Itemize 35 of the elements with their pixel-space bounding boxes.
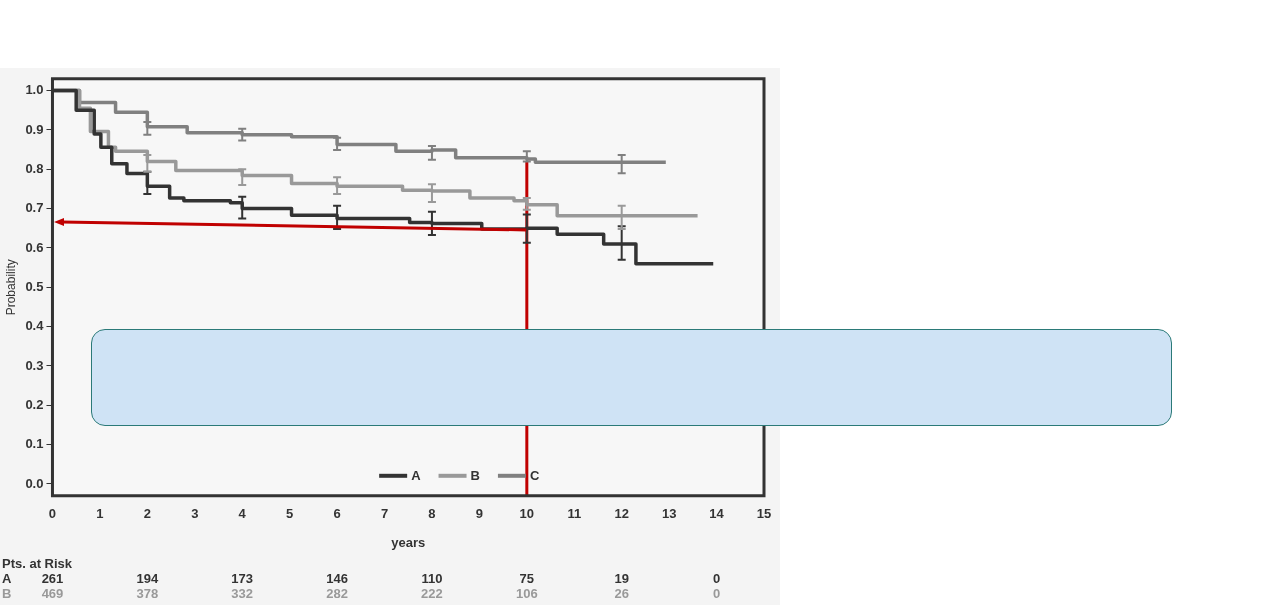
x-axis-title: years — [391, 534, 426, 550]
x-tick-label: 15 — [756, 506, 772, 522]
x-tick-label: 14 — [709, 506, 725, 522]
x-tick-label: 2 — [143, 506, 151, 522]
text: B 469 378 332 282 222 106 26 0 — [2, 585, 721, 601]
x-tick-label: 7 — [380, 506, 389, 522]
text: A 261 194 173 146 110 75 19 0 — [2, 570, 721, 586]
y-tick-label: 0.2 — [25, 396, 44, 412]
y-tick-label: 0.7 — [25, 200, 44, 216]
x-tick-label: 5 — [286, 506, 294, 522]
text: Pts. at Risk — [2, 555, 73, 571]
y-tick-label: 0.9 — [25, 121, 44, 137]
x-tick-label: 9 — [475, 506, 484, 522]
x-tick-label: 13 — [661, 506, 677, 522]
legend-label: A — [411, 468, 422, 484]
x-tick-label: 10 — [519, 506, 535, 522]
y-tick-label: 0.0 — [25, 475, 44, 491]
x-tick-label: 3 — [191, 506, 199, 522]
y-axis-title: Probability — [3, 259, 18, 316]
y-tick-label: 0.4 — [25, 318, 45, 334]
x-tick-label: 4 — [238, 506, 247, 522]
legend-label: B — [470, 468, 480, 484]
x-tick-label: 0 — [48, 506, 57, 522]
x-tick-label: 11 — [567, 506, 582, 522]
legend-label: C — [529, 468, 540, 484]
y-tick-label: 0.8 — [25, 160, 44, 176]
x-tick-label: 6 — [333, 506, 341, 522]
x-tick-label: 8 — [428, 506, 436, 522]
y-tick-label: 1.0 — [25, 82, 44, 98]
y-tick-label: 0.3 — [25, 357, 44, 373]
x-tick-label: 12 — [614, 506, 629, 522]
y-tick-label: 0.6 — [25, 239, 44, 255]
x-tick-label: 1 — [96, 506, 104, 522]
y-tick-label: 0.1 — [25, 436, 44, 452]
y-tick-label: 0.5 — [25, 278, 44, 294]
